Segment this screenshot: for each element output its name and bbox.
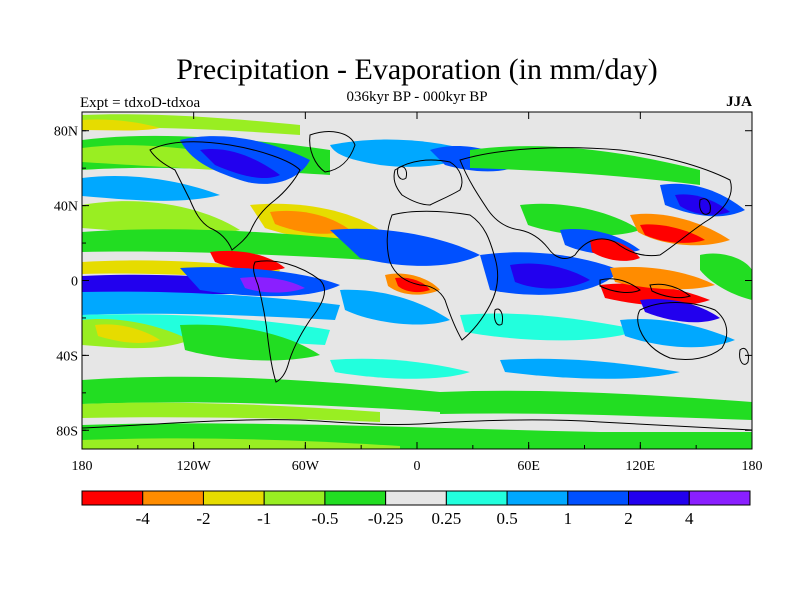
colorbar-label: -0.25 <box>368 509 403 528</box>
lon-tick-label: 180 <box>72 459 93 474</box>
colorbar-swatch <box>445 490 508 506</box>
colorbar-swatch <box>142 490 204 506</box>
map-panel <box>81 111 753 450</box>
field-layer <box>82 114 752 449</box>
field-patch <box>600 283 710 306</box>
coastline-uk <box>397 166 407 180</box>
lat-tick-label: 40S <box>56 349 78 364</box>
coastline-madagascar <box>494 308 503 326</box>
coastline-north-america <box>149 141 301 251</box>
colorbar-label: -2 <box>196 509 210 528</box>
coastline-greenland <box>309 131 356 173</box>
colorbar-swatch <box>688 490 751 506</box>
lat-tick-label: 40N <box>54 200 78 215</box>
coastline-japan <box>699 198 711 215</box>
field-patch <box>640 224 705 243</box>
colorbar: -4 -2 -1 -0.5 -0.25 0.25 0.5 1 2 4 <box>81 490 751 528</box>
colorbar-label: 1 <box>564 509 573 528</box>
field-patch <box>210 250 285 271</box>
axis-ticks: 80N 40N 0 40S 80S 180 120W 60W 0 60E 120E 180 <box>54 112 763 474</box>
field-patch <box>82 229 400 262</box>
map-title: Precipitation - Evaporation (in mm/day) <box>176 53 658 86</box>
field-patch <box>82 175 220 201</box>
coastline-new-zealand <box>739 347 749 365</box>
colorbar-swatch <box>81 490 144 506</box>
colorbar-label: 2 <box>624 509 633 528</box>
colorbar-label: 4 <box>685 509 694 528</box>
coastline-indonesia <box>599 278 641 294</box>
lon-tick-label: 120E <box>626 459 656 474</box>
field-patch <box>82 438 400 449</box>
field-patch <box>270 210 350 234</box>
coastline-south-america <box>253 260 325 383</box>
lon-tick-label: 60W <box>292 459 320 474</box>
colorbar-swatch <box>263 490 326 506</box>
coastline-antarctica <box>82 419 752 431</box>
field-patch <box>395 277 430 293</box>
field-patch <box>460 313 640 341</box>
field-patch <box>82 119 160 131</box>
field-patch <box>180 324 320 361</box>
field-patch <box>620 319 735 348</box>
field-patch <box>470 146 700 185</box>
lat-tick-label: 80N <box>54 125 78 140</box>
field-patch <box>500 358 680 379</box>
field-patch <box>675 194 730 215</box>
colorbar-swatch <box>385 490 447 506</box>
lon-tick-label: 120W <box>177 459 212 474</box>
experiment-label: Expt = tdxoD-tdxoa <box>80 95 201 111</box>
colorbar-swatch <box>567 490 630 506</box>
map-subtitle: 036kyr BP - 000kyr BP <box>346 89 488 105</box>
field-patch <box>510 263 590 289</box>
field-patch <box>330 228 480 266</box>
field-patch <box>610 266 715 290</box>
field-patch <box>640 298 720 323</box>
field-patch <box>95 324 160 343</box>
field-patch <box>82 376 440 412</box>
coastline-australia <box>637 302 728 361</box>
colorbar-swatch <box>506 490 569 506</box>
field-patch <box>590 239 640 261</box>
lon-tick-label: 60E <box>517 459 540 474</box>
coastline-asia <box>459 147 732 259</box>
season-label: JJA <box>726 94 752 110</box>
colorbar-label: 0.5 <box>496 509 517 528</box>
field-patch <box>82 114 300 135</box>
colorbar-swatch <box>324 490 387 506</box>
coastlines <box>82 131 752 431</box>
colorbar-label: -0.5 <box>311 509 338 528</box>
field-patch <box>200 149 280 179</box>
field-patch <box>340 289 450 325</box>
colorbar-swatch <box>628 490 690 506</box>
coastline-indonesia-east <box>649 283 692 299</box>
field-patch <box>82 402 380 422</box>
colorbar-label: 0.25 <box>431 509 461 528</box>
lon-tick-label: 0 <box>414 459 421 474</box>
field-patch <box>330 358 470 379</box>
field-patch <box>700 253 752 300</box>
field-patch <box>82 291 340 320</box>
colorbar-label: -1 <box>257 509 271 528</box>
field-patch <box>82 201 240 235</box>
lon-tick-label: 180 <box>742 459 763 474</box>
colorbar-swatch <box>202 490 265 506</box>
colorbar-label: -4 <box>136 509 151 528</box>
lat-tick-label: 0 <box>71 275 78 290</box>
field-patch <box>520 203 640 236</box>
field-patch <box>440 390 752 420</box>
coastline-europe <box>393 159 463 206</box>
lat-tick-label: 80S <box>56 424 78 439</box>
coastline-africa <box>386 210 499 341</box>
